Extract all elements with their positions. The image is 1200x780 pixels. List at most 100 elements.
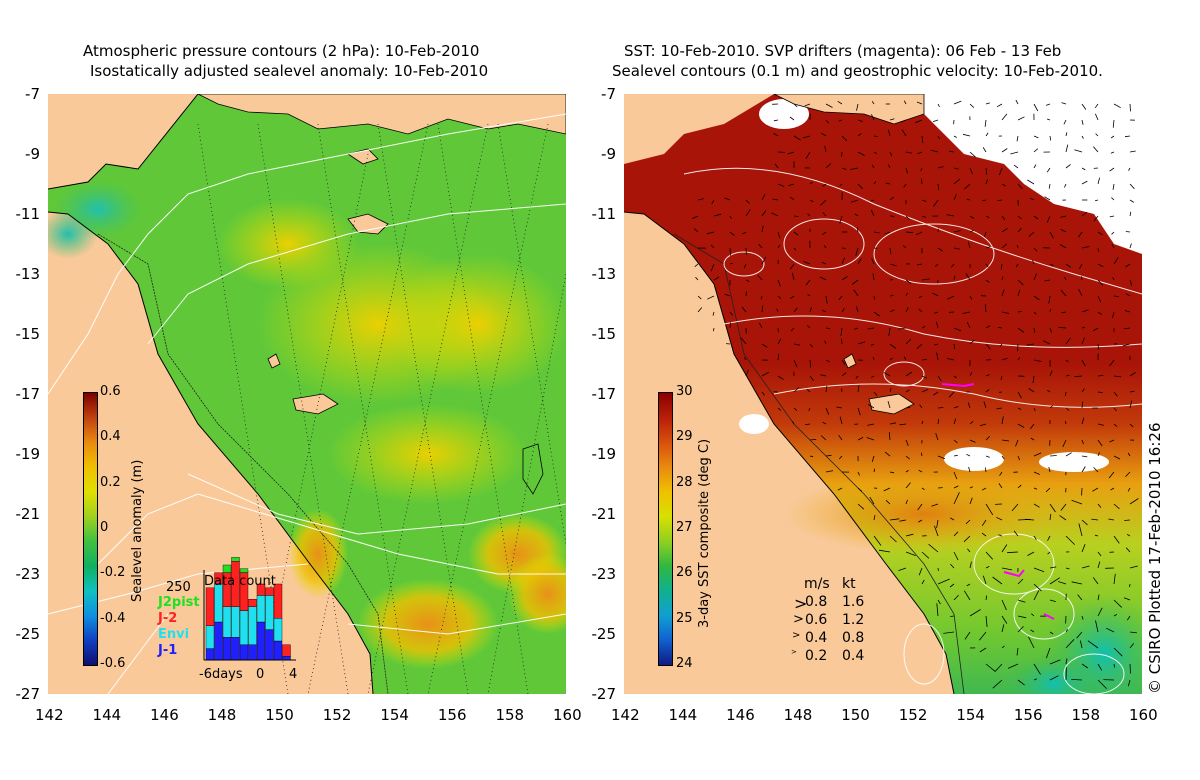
- y-tick-label: -9: [601, 145, 616, 163]
- colorbar-tick: 0.6: [100, 384, 121, 399]
- velocity-arrow: [965, 273, 971, 281]
- velocity-arrow: [1081, 246, 1090, 249]
- inset-bar-segment: [282, 655, 291, 661]
- velocity-arrow: [1112, 277, 1115, 281]
- velocity-arrow: [1124, 310, 1131, 313]
- velocity-arrow: [1081, 401, 1084, 409]
- velocity-arrow: [825, 454, 832, 457]
- inset-bar-segment: [265, 629, 274, 661]
- velocity-arrow: [982, 199, 987, 202]
- velocity-arrow: [1106, 627, 1115, 633]
- velocity-arrow: [985, 615, 988, 627]
- velocity-arrow: [856, 227, 859, 233]
- velocity-arrow: [790, 327, 795, 332]
- x-tick-label: 144: [92, 706, 122, 724]
- velocity-arrow: [1113, 535, 1120, 544]
- velocity-arrow: [1049, 599, 1056, 602]
- velocity-arrow: [1001, 615, 1008, 624]
- velocity-arrow: [1017, 279, 1024, 286]
- velocity-arrow: [936, 603, 939, 617]
- velocity-arrow: [761, 391, 765, 396]
- legend-speed-ms: 0.4: [805, 630, 828, 646]
- velocity-arrow: [802, 135, 811, 139]
- velocity-arrow: [937, 375, 942, 382]
- velocity-arrow: [953, 275, 956, 281]
- velocity-arrow: [837, 487, 843, 491]
- velocity-arrow: [889, 471, 895, 474]
- velocity-arrow: [887, 400, 891, 409]
- velocity-arrow: [777, 183, 785, 187]
- velocity-arrow: [1017, 615, 1027, 619]
- velocity-arrow: [1081, 565, 1090, 569]
- velocity-arrow: [839, 455, 843, 460]
- velocity-arrow: [825, 470, 834, 473]
- velocity-arrow: [1064, 183, 1067, 188]
- velocity-arrow: [729, 322, 731, 329]
- velocity-arrow: [964, 183, 971, 190]
- velocity-arrow: [1113, 573, 1116, 585]
- velocity-arrow: [967, 402, 971, 409]
- velocity-arrow: [937, 166, 944, 169]
- velocity-arrow: [1048, 295, 1051, 304]
- velocity-arrow: [1097, 551, 1102, 557]
- velocity-arrow: [1049, 659, 1061, 665]
- velocity-arrow: [840, 327, 843, 336]
- velocity-arrow: [697, 198, 704, 201]
- velocity-arrow: [857, 437, 864, 441]
- right-title-line1: SST: 10-Feb-2010. SVP drifters (magenta)…: [624, 42, 1062, 60]
- velocity-arrow: [1112, 183, 1115, 190]
- velocity-arrow: [1016, 244, 1019, 249]
- velocity-arrow: [1049, 566, 1057, 569]
- velocity-arrow: [1097, 663, 1103, 671]
- velocity-arrow: [1097, 679, 1107, 689]
- inset-bar-segment: [248, 598, 257, 607]
- velocity-arrow: [898, 567, 907, 571]
- velocity-arrow: [1071, 679, 1083, 681]
- velocity-arrow: [984, 119, 987, 127]
- velocity-arrow: [937, 183, 940, 191]
- velocity-arrow: [1081, 417, 1085, 425]
- velocity-arrow: [889, 263, 897, 267]
- velocity-arrow: [887, 129, 891, 137]
- inset-bar-segment: [239, 610, 249, 645]
- velocity-arrow: [1125, 547, 1131, 553]
- velocity-arrow: [838, 295, 843, 301]
- velocity-arrow: [937, 247, 943, 252]
- sla-colorbar: [83, 392, 98, 666]
- velocity-arrow: [883, 372, 891, 377]
- velocity-arrow: [985, 325, 991, 329]
- velocity-arrow: [1077, 594, 1083, 601]
- velocity-arrow: [822, 231, 827, 236]
- y-tick-label: -23: [15, 565, 41, 583]
- velocity-arrow: [713, 276, 720, 281]
- velocity-arrow: [839, 183, 843, 187]
- velocity-arrow: [1045, 103, 1051, 106]
- velocity-arrow: [1113, 599, 1122, 608]
- velocity-arrow: [1095, 113, 1099, 121]
- inset-bar-segment: [248, 644, 257, 661]
- velocity-arrow: [1129, 423, 1134, 428]
- velocity-arrow: [793, 135, 801, 141]
- inset-bar-segment: [282, 644, 291, 657]
- velocity-arrow: [1097, 263, 1104, 268]
- velocity-arrow: [937, 135, 940, 139]
- velocity-arrow: [1030, 197, 1035, 201]
- x-tick-label: 158: [1071, 706, 1101, 724]
- velocity-arrow: [825, 385, 828, 393]
- velocity-arrow: [1110, 135, 1115, 139]
- velocity-arrow: [857, 487, 863, 492]
- velocity-arrow: [1129, 211, 1132, 217]
- velocity-arrow: [1109, 215, 1115, 218]
- velocity-arrow: [1032, 375, 1035, 384]
- velocity-arrow: [935, 433, 939, 441]
- velocity-arrow: [1033, 663, 1041, 675]
- velocity-arrow: [946, 358, 955, 361]
- velocity-arrow: [825, 119, 830, 124]
- velocity-arrow: [985, 663, 996, 672]
- velocity-arrow: [1091, 518, 1099, 521]
- velocity-arrow: [857, 407, 861, 416]
- velocity-arrow: [866, 437, 875, 441]
- velocity-arrow: [729, 311, 734, 316]
- velocity-arrow: [1015, 263, 1019, 268]
- inset-bar-segment: [256, 583, 266, 596]
